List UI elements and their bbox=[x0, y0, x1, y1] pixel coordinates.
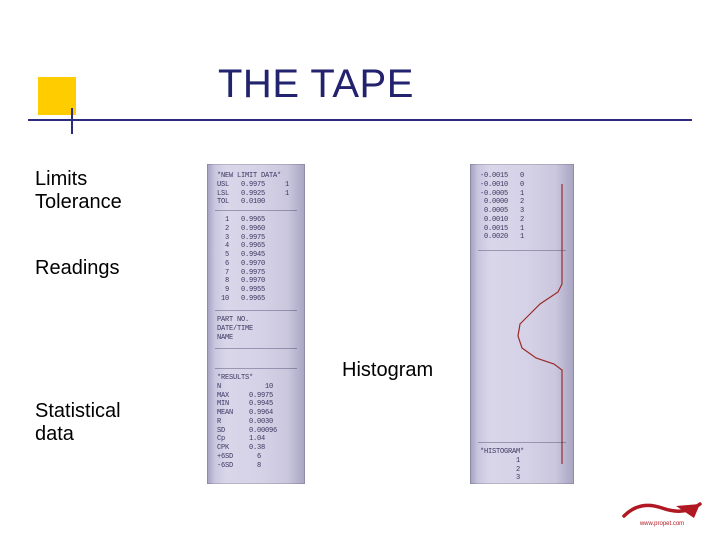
tape-left-readings: 1 0.9965 2 0.9960 3 0.9975 4 0.9965 5 0.… bbox=[217, 216, 265, 304]
tape-right-footer: *HISTOGRAM* 1 2 3 bbox=[480, 448, 524, 483]
tape-left-mid: PART NO. DATE/TIME NAME bbox=[217, 316, 253, 342]
label-statistical: Statistical data bbox=[35, 400, 121, 446]
label-histogram: Histogram bbox=[342, 359, 433, 382]
title-rule bbox=[28, 119, 692, 121]
brand-tagline: www.propet.com bbox=[639, 521, 684, 527]
brand-logo: www.propet.com bbox=[622, 498, 702, 528]
tape-left-rule-1 bbox=[215, 210, 297, 211]
title-tick bbox=[71, 108, 73, 134]
slide-title: THE TAPE bbox=[218, 62, 414, 107]
tape-left-stats: *RESULTS* N 10 MAX 0.9975 MIN 0.9945 MEA… bbox=[217, 374, 277, 470]
tape-left-rule-4 bbox=[215, 368, 297, 369]
label-readings: Readings bbox=[35, 257, 120, 280]
tape-left: *NEW LIMIT DATA* USL 0.9975 1 LSL 0.9925… bbox=[207, 164, 305, 484]
tape-left-rule-3 bbox=[215, 348, 297, 349]
slide: THE TAPE Limits Tolerance Readings Stati… bbox=[0, 0, 720, 540]
tape-left-rule-2 bbox=[215, 310, 297, 311]
label-limits: Limits Tolerance bbox=[35, 168, 122, 214]
histogram-curve bbox=[470, 164, 574, 484]
tape-right-rule-2 bbox=[478, 442, 566, 443]
tape-left-header: *NEW LIMIT DATA* USL 0.9975 1 LSL 0.9925… bbox=[217, 172, 289, 207]
tape-right: -0.0015 0 -0.0010 0 -0.0005 1 0.0000 2 0… bbox=[470, 164, 574, 484]
